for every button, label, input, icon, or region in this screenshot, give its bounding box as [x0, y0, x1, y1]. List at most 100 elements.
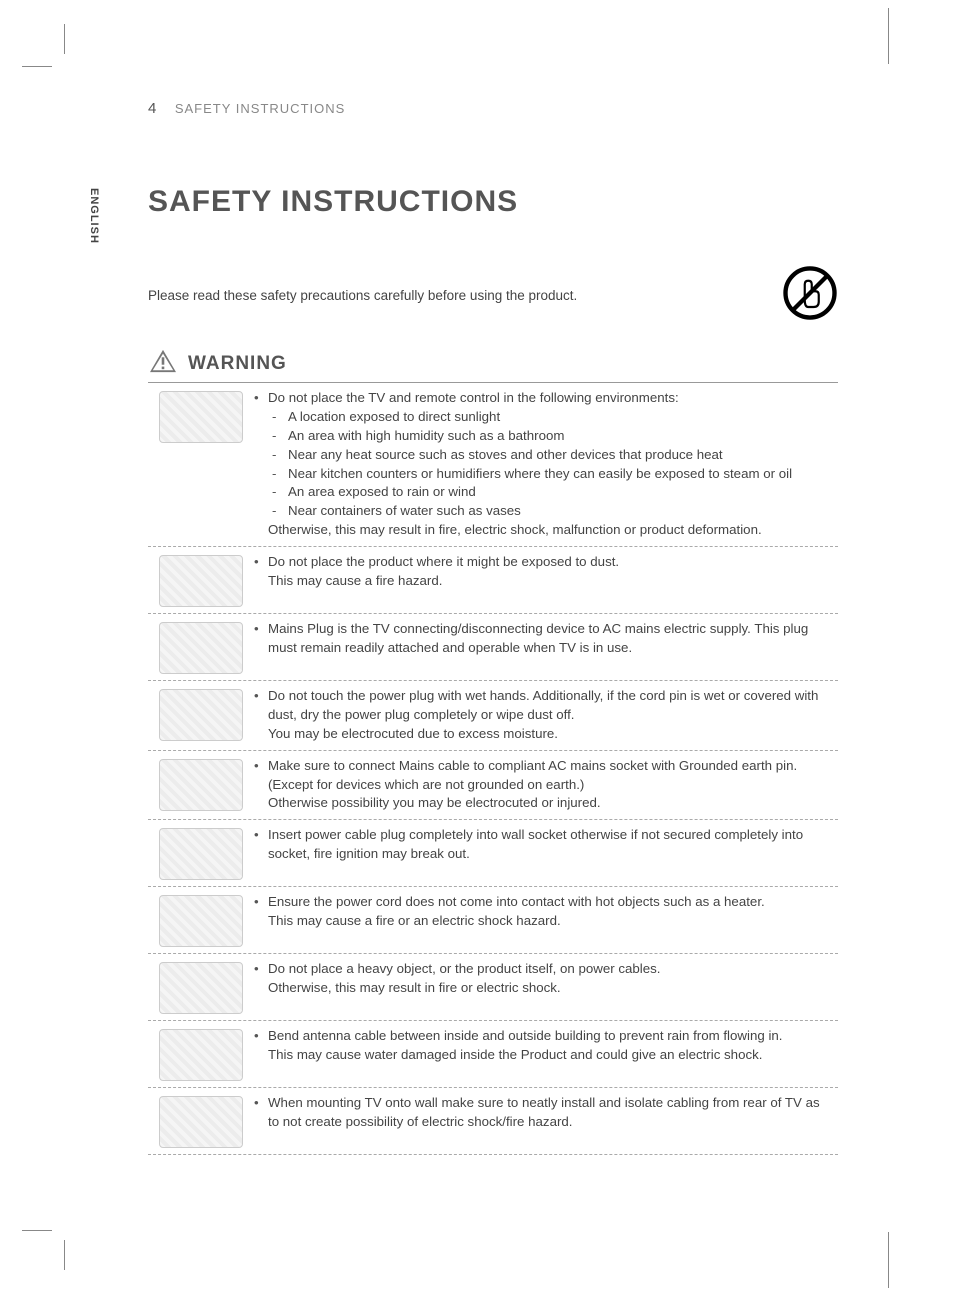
warning-body: Do not place the TV and remote control i…	[254, 389, 838, 540]
language-tab: ENGLISH	[88, 188, 100, 244]
dash-icon	[272, 502, 288, 521]
running-head: 4 SAFETY INSTRUCTIONS	[148, 100, 838, 117]
warning-lead: When mounting TV onto wall make sure to …	[254, 1094, 834, 1132]
warning-lead-text: Bend antenna cable between inside and ou…	[268, 1027, 783, 1046]
bullet-icon	[254, 826, 268, 864]
warning-lead-text: Insert power cable plug completely into …	[268, 826, 834, 864]
warning-lead-text: Ensure the power cord does not come into…	[268, 893, 765, 912]
dash-icon	[272, 446, 288, 465]
warning-item: Insert power cable plug completely into …	[148, 820, 838, 887]
intro-row: Please read these safety precautions car…	[148, 265, 838, 326]
warning-heading: WARNING	[148, 348, 838, 383]
dash-icon	[272, 465, 288, 484]
warning-item: Bend antenna cable between inside and ou…	[148, 1021, 838, 1088]
warning-illustration	[148, 826, 254, 880]
no-touch-icon	[782, 265, 838, 326]
warning-trail: Otherwise possibility you may be electro…	[254, 794, 834, 813]
crop-mark	[64, 24, 65, 54]
crop-mark	[888, 8, 889, 64]
warning-body: Make sure to connect Mains cable to comp…	[254, 757, 838, 814]
warning-label: WARNING	[188, 353, 287, 375]
warning-lead-text: When mounting TV onto wall make sure to …	[268, 1094, 834, 1132]
warning-trail: Otherwise, this may result in fire or el…	[254, 979, 834, 998]
warning-subitem: An area with high humidity such as a bat…	[272, 427, 834, 446]
warning-subitem-text: A location exposed to direct sunlight	[288, 408, 500, 427]
warning-lead: Make sure to connect Mains cable to comp…	[254, 757, 834, 795]
warning-trail: You may be electrocuted due to excess mo…	[254, 725, 834, 744]
dash-icon	[272, 427, 288, 446]
warning-lead: Mains Plug is the TV connecting/disconne…	[254, 620, 834, 658]
illustration-placeholder-icon	[159, 391, 243, 443]
warning-trail: This may cause water damaged inside the …	[254, 1046, 834, 1065]
warning-sublist: A location exposed to direct sunlightAn …	[254, 408, 834, 521]
dash-icon	[272, 408, 288, 427]
warning-item: Ensure the power cord does not come into…	[148, 887, 838, 954]
warning-body: Insert power cable plug completely into …	[254, 826, 838, 880]
warning-illustration	[148, 389, 254, 540]
warning-subitem-text: Near any heat source such as stoves and …	[288, 446, 723, 465]
warning-body: Bend antenna cable between inside and ou…	[254, 1027, 838, 1081]
section-name: SAFETY INSTRUCTIONS	[175, 101, 345, 116]
page-content: 4 SAFETY INSTRUCTIONS SAFETY INSTRUCTION…	[148, 100, 838, 1155]
bullet-icon	[254, 1094, 268, 1132]
warning-lead: Do not touch the power plug with wet han…	[254, 687, 834, 725]
bullet-icon	[254, 687, 268, 725]
warning-lead: Do not place a heavy object, or the prod…	[254, 960, 834, 979]
warning-lead-text: Mains Plug is the TV connecting/disconne…	[268, 620, 834, 658]
illustration-placeholder-icon	[159, 962, 243, 1014]
page-number: 4	[148, 100, 157, 117]
warning-subitem-text: An area with high humidity such as a bat…	[288, 427, 564, 446]
bullet-icon	[254, 620, 268, 658]
illustration-placeholder-icon	[159, 895, 243, 947]
warning-illustration	[148, 1027, 254, 1081]
warning-illustration	[148, 757, 254, 814]
illustration-placeholder-icon	[159, 828, 243, 880]
bullet-icon	[254, 960, 268, 979]
warning-item: Do not place the product where it might …	[148, 547, 838, 614]
warning-trail: This may cause a fire hazard.	[254, 572, 834, 591]
bullet-icon	[254, 893, 268, 912]
warning-subitem-text: Near kitchen counters or humidifiers whe…	[288, 465, 792, 484]
crop-mark	[22, 1230, 52, 1231]
warning-list: Do not place the TV and remote control i…	[148, 383, 838, 1155]
warning-lead: Bend antenna cable between inside and ou…	[254, 1027, 834, 1046]
warning-illustration	[148, 1094, 254, 1148]
warning-subitem: Near kitchen counters or humidifiers whe…	[272, 465, 834, 484]
warning-lead-text: Make sure to connect Mains cable to comp…	[268, 757, 834, 795]
dash-icon	[272, 483, 288, 502]
bullet-icon	[254, 1027, 268, 1046]
bullet-icon	[254, 553, 268, 572]
illustration-placeholder-icon	[159, 689, 243, 741]
warning-item: Do not place the TV and remote control i…	[148, 383, 838, 547]
warning-body: When mounting TV onto wall make sure to …	[254, 1094, 838, 1148]
page-title: SAFETY INSTRUCTIONS	[148, 185, 838, 219]
illustration-placeholder-icon	[159, 622, 243, 674]
warning-lead-text: Do not place a heavy object, or the prod…	[268, 960, 661, 979]
warning-lead-text: Do not place the product where it might …	[268, 553, 619, 572]
warning-trail: This may cause a fire or an electric sho…	[254, 912, 834, 931]
warning-body: Do not place a heavy object, or the prod…	[254, 960, 838, 1014]
warning-body: Do not place the product where it might …	[254, 553, 838, 607]
warning-item: Make sure to connect Mains cable to comp…	[148, 751, 838, 821]
warning-item: Do not touch the power plug with wet han…	[148, 681, 838, 751]
warning-lead: Do not place the product where it might …	[254, 553, 834, 572]
bullet-icon	[254, 389, 268, 408]
warning-subitem: Near containers of water such as vases	[272, 502, 834, 521]
warning-body: Mains Plug is the TV connecting/disconne…	[254, 620, 838, 674]
warning-item: When mounting TV onto wall make sure to …	[148, 1088, 838, 1155]
intro-text: Please read these safety precautions car…	[148, 288, 577, 303]
warning-subitem: An area exposed to rain or wind	[272, 483, 834, 502]
crop-mark	[64, 1240, 65, 1270]
warning-lead-text: Do not place the TV and remote control i…	[268, 389, 679, 408]
warning-subitem: Near any heat source such as stoves and …	[272, 446, 834, 465]
warning-subitem-text: Near containers of water such as vases	[288, 502, 521, 521]
bullet-icon	[254, 757, 268, 795]
warning-body: Ensure the power cord does not come into…	[254, 893, 838, 947]
warning-illustration	[148, 960, 254, 1014]
illustration-placeholder-icon	[159, 555, 243, 607]
illustration-placeholder-icon	[159, 1029, 243, 1081]
warning-illustration	[148, 553, 254, 607]
warning-lead-text: Do not touch the power plug with wet han…	[268, 687, 834, 725]
warning-subitem: A location exposed to direct sunlight	[272, 408, 834, 427]
warning-lead: Ensure the power cord does not come into…	[254, 893, 834, 912]
